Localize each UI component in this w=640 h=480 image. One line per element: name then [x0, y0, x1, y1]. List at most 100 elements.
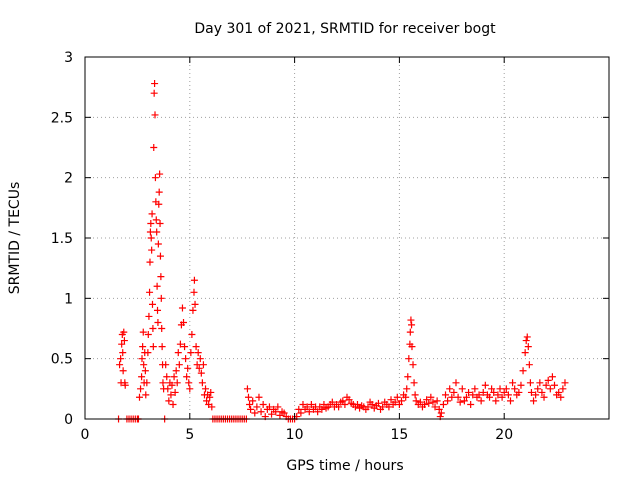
data-point — [153, 282, 161, 290]
data-point — [280, 409, 288, 417]
data-point — [532, 391, 540, 399]
data-point — [139, 328, 147, 336]
data-point — [404, 373, 412, 381]
x-axis-label: GPS time / hours — [286, 458, 403, 474]
data-point — [259, 401, 267, 409]
data-point — [544, 376, 552, 384]
grid-layer — [85, 57, 609, 419]
data-point — [144, 349, 152, 357]
data-point — [509, 379, 517, 387]
data-point — [299, 401, 307, 409]
data-point — [138, 373, 146, 381]
data-point — [471, 385, 479, 393]
data-point — [154, 318, 162, 326]
data-point — [467, 401, 475, 409]
data-point — [542, 381, 550, 389]
data-point — [448, 393, 456, 401]
data-point — [193, 361, 201, 369]
data-point — [244, 393, 252, 401]
data-point — [150, 144, 158, 151]
data-point — [157, 273, 165, 281]
data-point — [195, 364, 203, 372]
data-point — [364, 403, 372, 411]
data-point — [405, 355, 413, 363]
data-point — [118, 340, 126, 348]
data-point — [385, 403, 393, 411]
data-point — [522, 337, 530, 345]
data-point — [444, 397, 452, 405]
data-point — [152, 216, 160, 224]
data-point — [181, 343, 189, 351]
data-point — [442, 391, 450, 399]
data-point — [411, 391, 419, 399]
data-point — [253, 403, 261, 411]
data-point — [149, 343, 157, 351]
data-point — [530, 397, 538, 405]
data-point — [247, 405, 255, 413]
data-point — [450, 388, 458, 396]
data-point — [397, 397, 405, 405]
data-point — [431, 403, 439, 411]
data-point — [116, 361, 124, 369]
y-tick-label: 2.5 — [51, 110, 73, 126]
data-point — [559, 385, 567, 393]
data-point — [502, 385, 510, 393]
y-axis-label: SRMTID / TECUs — [7, 182, 23, 295]
data-point — [135, 393, 143, 401]
data-point — [167, 391, 175, 399]
data-point — [151, 174, 159, 182]
data-point — [176, 340, 184, 348]
data-point — [335, 403, 343, 411]
data-point — [527, 388, 535, 396]
data-point — [137, 385, 145, 393]
data-point — [157, 294, 165, 302]
data-point — [368, 401, 376, 409]
data-point — [429, 398, 437, 406]
data-point — [184, 364, 192, 372]
data-point — [406, 328, 414, 336]
data-point — [452, 379, 460, 387]
data-point — [156, 220, 164, 228]
data-point — [119, 367, 127, 375]
data-point — [469, 391, 477, 399]
data-point — [492, 397, 500, 405]
data-point — [190, 276, 198, 284]
data-point — [120, 337, 128, 345]
data-point — [446, 385, 454, 393]
data-point — [561, 379, 569, 387]
data-point — [156, 252, 164, 260]
data-point — [305, 408, 313, 416]
x-tick-label: 15 — [390, 427, 408, 443]
data-point — [168, 381, 176, 389]
data-point — [410, 379, 418, 387]
data-point — [519, 367, 527, 375]
data-point — [421, 401, 429, 409]
data-point — [295, 405, 303, 413]
data-point — [504, 391, 512, 399]
data-point — [479, 388, 487, 396]
data-point — [119, 349, 127, 357]
data-point — [423, 396, 431, 404]
data-point — [454, 393, 462, 401]
data-point — [257, 408, 265, 416]
data-point — [511, 385, 519, 393]
data-point — [486, 393, 494, 401]
data-point — [196, 355, 204, 363]
data-point — [433, 397, 441, 405]
data-point — [155, 200, 163, 208]
data-point — [465, 388, 473, 396]
data-point — [526, 379, 534, 387]
axes-layer — [84, 56, 610, 420]
data-point — [207, 388, 215, 396]
data-point — [462, 393, 470, 401]
data-point — [551, 381, 559, 389]
data-point — [546, 385, 554, 393]
data-point — [524, 343, 532, 351]
data-point — [249, 397, 257, 405]
data-point — [500, 388, 508, 396]
data-point — [194, 349, 202, 357]
data-point — [158, 325, 166, 332]
data-point — [147, 234, 155, 242]
